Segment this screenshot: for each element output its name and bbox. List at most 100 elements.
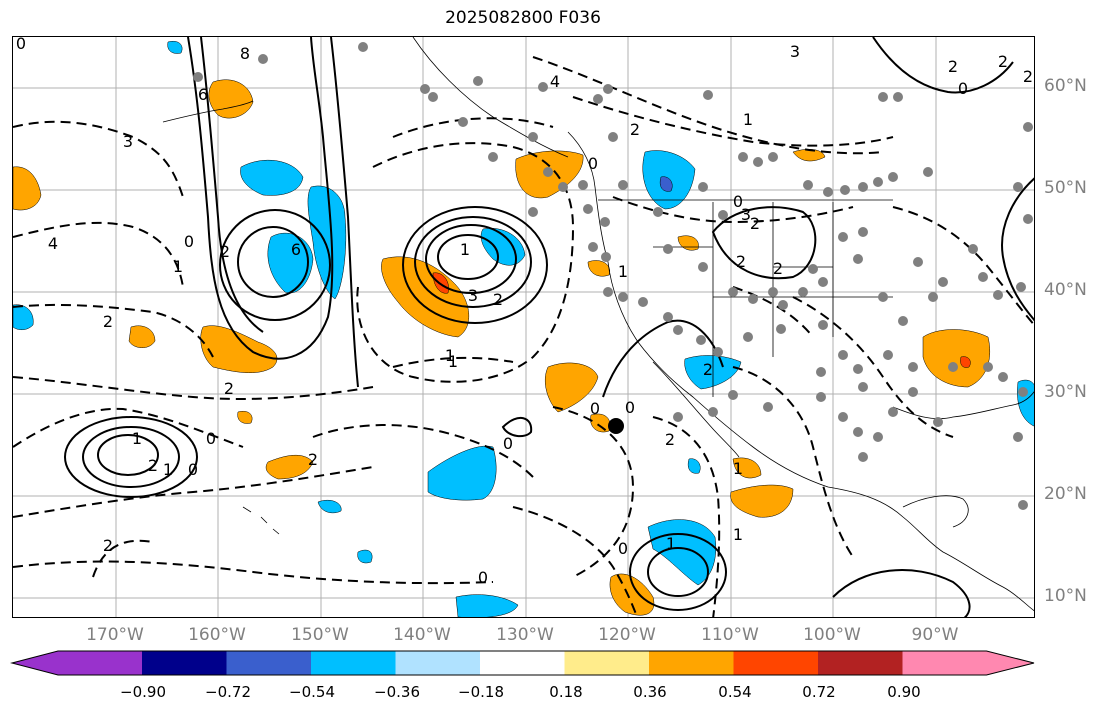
station-dot [603, 287, 613, 297]
lon-label-160w: 160°W [188, 625, 246, 645]
contour-label: 0 [618, 539, 628, 558]
contour-lines [64, 37, 1034, 617]
contour-label: 2 [1023, 67, 1033, 86]
map-title: 2025082800 F036 [445, 8, 601, 28]
colorbar-segment [564, 651, 650, 675]
station-dot [853, 364, 863, 374]
station-dot [908, 387, 918, 397]
station-dot [728, 287, 738, 297]
station-dot [858, 382, 868, 392]
station-dot [768, 152, 778, 162]
station-dot [713, 347, 723, 357]
colorbar-tick-label: −0.90 [120, 683, 166, 701]
station-dot [838, 350, 848, 360]
positive-anomaly-region [544, 362, 599, 413]
station-dot [653, 207, 663, 217]
dashed-contour [13, 560, 494, 585]
gulf-coast [892, 391, 1034, 420]
station-dot [663, 312, 673, 322]
solid-contour [200, 37, 264, 333]
station-dot [818, 277, 828, 287]
contour-label: 0 [588, 154, 598, 173]
station-dot [816, 367, 826, 377]
station-dot [748, 294, 758, 304]
station-dot [698, 262, 708, 272]
contour-label: 2 [224, 379, 234, 398]
colorbar-tick-label: −0.18 [458, 683, 504, 701]
station-dot [858, 227, 868, 237]
solid-contour [64, 416, 198, 498]
contour-label: 1 [132, 429, 142, 448]
station-dot [583, 204, 593, 214]
station-dot [1018, 500, 1028, 510]
lat-label-30n: 30°N [1044, 382, 1087, 402]
contour-label: 2 [750, 214, 760, 233]
station-dot [888, 407, 898, 417]
negative-anomaly-region [357, 549, 373, 564]
colorbar-tick-label: −0.54 [289, 683, 335, 701]
dashed-contour [552, 406, 635, 578]
solid-contour [629, 533, 727, 611]
positive-anomaly-region [677, 235, 699, 251]
colorbar-tick-label: 0.90 [887, 683, 921, 701]
contour-label: 1 [445, 346, 455, 365]
colorbar-segment [226, 651, 312, 675]
station-dot [743, 332, 753, 342]
colorbar [10, 650, 1035, 676]
station-dot [528, 207, 538, 217]
station-dot [983, 362, 993, 372]
colorbar-segment [733, 651, 819, 675]
positive-anomaly-region [922, 329, 991, 388]
dashed-contour [356, 142, 575, 383]
colorbar-segment [311, 651, 396, 675]
contour-label: 0 [188, 460, 198, 479]
strong-positive-anomaly-region [960, 356, 971, 368]
contour-label: 1 [618, 262, 628, 281]
negative-anomaly-region [427, 445, 497, 501]
station-dot [908, 362, 918, 372]
contour-label: 0 [733, 192, 743, 211]
station-dot [603, 84, 613, 94]
lon-label-170w: 170°W [86, 625, 144, 645]
station-dot [838, 412, 848, 422]
negative-anomaly-region [455, 594, 519, 617]
yucatan-coast [902, 495, 969, 528]
contour-label: 0 [590, 399, 600, 418]
station-dot [601, 252, 611, 262]
contour-label: 2 [948, 57, 958, 76]
colorbar-tick-label: 0.54 [718, 683, 752, 701]
negative-anomaly-region [240, 160, 304, 196]
station-dot [873, 177, 883, 187]
solid-contour [402, 206, 548, 324]
station-dot [878, 92, 888, 102]
dashed-contour [652, 416, 721, 617]
station-dot [853, 427, 863, 437]
contour-label: 1 [460, 240, 470, 259]
dashed-contour [312, 424, 534, 478]
station-dot [878, 292, 888, 302]
contour-label: 2 [220, 242, 230, 261]
colorbar-extend-max [902, 651, 1034, 675]
contour-label: 2 [493, 290, 503, 309]
north-america-coastline [567, 131, 1034, 612]
negative-anomaly-region [1017, 379, 1034, 427]
solid-contour [425, 224, 517, 294]
lon-label-110w: 110°W [701, 625, 759, 645]
station-dot [543, 167, 553, 177]
station-dot [258, 54, 268, 64]
contour-label: 2 [665, 430, 675, 449]
colorbar-segment [649, 651, 734, 675]
station-dot [993, 290, 1003, 300]
lat-label-60n: 60°N [1044, 76, 1087, 96]
station-dot [673, 325, 683, 335]
alaska-coastline [412, 37, 569, 158]
contour-label: 2 [103, 312, 113, 331]
positive-anomaly-region [13, 166, 42, 211]
contour-label: 8 [240, 44, 250, 63]
solid-contour [437, 234, 499, 280]
contour-label: 0 [625, 398, 635, 417]
station-markers [193, 42, 1033, 510]
station-dot [853, 254, 863, 264]
negative-anomaly-region [647, 519, 716, 586]
